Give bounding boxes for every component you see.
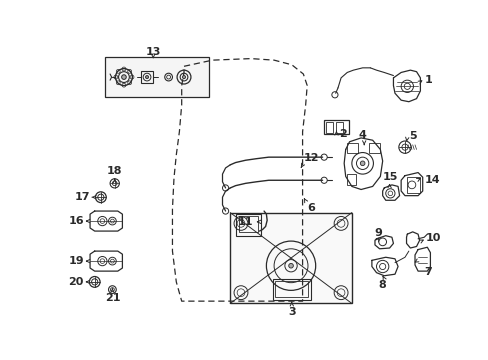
Text: 3: 3 bbox=[287, 306, 295, 316]
Text: 13: 13 bbox=[145, 48, 161, 58]
Text: 11: 11 bbox=[237, 217, 253, 227]
Bar bbox=[368, 143, 379, 153]
Text: 14: 14 bbox=[424, 175, 439, 185]
Bar bbox=[230, 213, 351, 303]
Text: 4: 4 bbox=[358, 130, 366, 140]
Bar bbox=[272, 279, 310, 300]
Bar bbox=[274, 281, 307, 297]
Circle shape bbox=[122, 75, 126, 80]
Text: 18: 18 bbox=[107, 166, 122, 176]
Bar bbox=[346, 174, 356, 185]
Bar bbox=[238, 216, 257, 232]
Circle shape bbox=[288, 264, 293, 268]
Text: 17: 17 bbox=[74, 192, 90, 202]
Text: 20: 20 bbox=[68, 277, 84, 287]
Bar bbox=[104, 57, 208, 97]
Text: 19: 19 bbox=[68, 256, 84, 266]
Bar bbox=[236, 214, 261, 236]
Text: 1: 1 bbox=[424, 75, 431, 85]
Text: 6: 6 bbox=[306, 203, 314, 213]
Text: 5: 5 bbox=[408, 131, 416, 141]
Circle shape bbox=[145, 76, 148, 78]
Bar bbox=[406, 177, 420, 193]
Text: 2: 2 bbox=[339, 129, 346, 139]
Text: 8: 8 bbox=[377, 280, 385, 291]
Text: 7: 7 bbox=[424, 267, 431, 277]
Bar bbox=[141, 71, 153, 83]
Text: 21: 21 bbox=[104, 293, 120, 303]
Text: 12: 12 bbox=[304, 153, 319, 163]
Text: 9: 9 bbox=[373, 228, 381, 238]
Bar bbox=[324, 120, 348, 134]
Text: 10: 10 bbox=[425, 233, 440, 243]
Bar bbox=[346, 143, 357, 153]
Bar bbox=[325, 122, 333, 132]
Bar bbox=[335, 122, 343, 132]
Text: 16: 16 bbox=[68, 216, 84, 226]
Circle shape bbox=[360, 161, 364, 166]
Text: 15: 15 bbox=[382, 172, 397, 182]
Circle shape bbox=[182, 76, 185, 78]
